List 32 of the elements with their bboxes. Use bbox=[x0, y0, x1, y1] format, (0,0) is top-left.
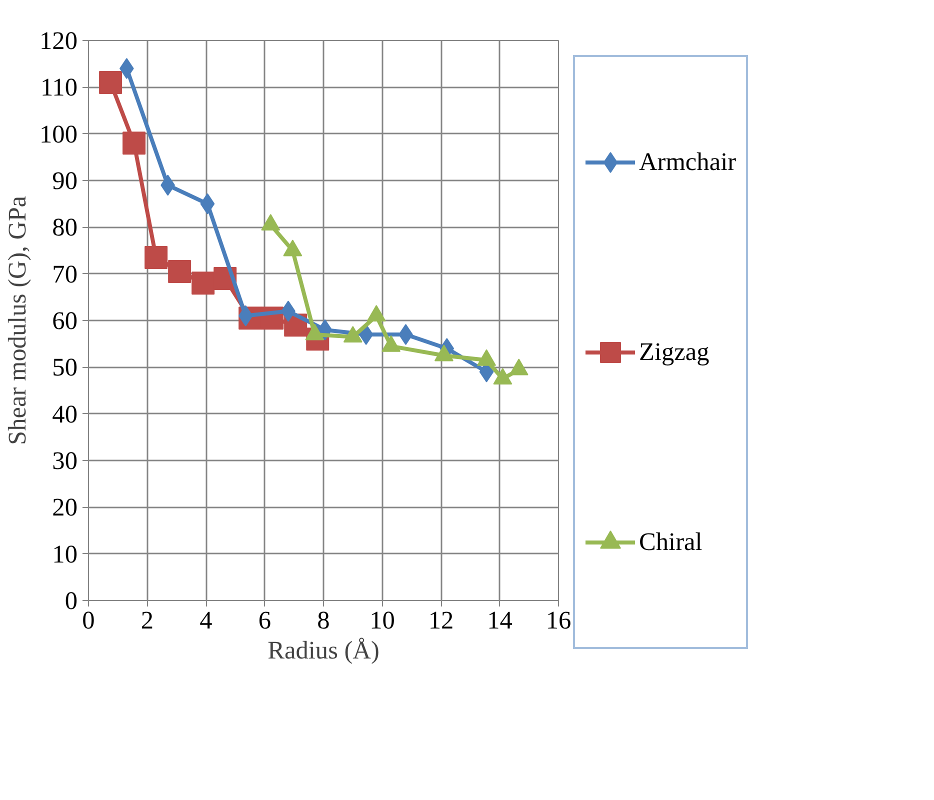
x-tick-label: 2 bbox=[140, 606, 154, 634]
y-tick-label: 10 bbox=[52, 540, 78, 568]
legend-label: Armchair bbox=[639, 146, 736, 178]
x-tick-label: 10 bbox=[370, 606, 395, 634]
point bbox=[192, 272, 215, 295]
y-tick-label: 100 bbox=[40, 120, 78, 148]
x-tick-label: 12 bbox=[428, 606, 454, 634]
y-tick-label: 30 bbox=[52, 447, 78, 475]
point bbox=[122, 132, 146, 155]
y-tick-label: 40 bbox=[52, 400, 78, 428]
x-tick-label: 8 bbox=[317, 606, 330, 634]
y-tick-label: 70 bbox=[52, 260, 78, 288]
y-tick-label: 0 bbox=[64, 587, 78, 615]
y-tick-label: 60 bbox=[52, 307, 78, 335]
x-axis-title: Radius (Å) bbox=[268, 636, 380, 664]
point bbox=[168, 260, 192, 283]
legend-label: Chiral bbox=[639, 526, 702, 558]
y-tick-label: 120 bbox=[40, 27, 78, 55]
y-axis-title: Shear modulus (G), GPa bbox=[4, 196, 32, 446]
y-tick-label: 50 bbox=[52, 354, 78, 382]
x-tick-label: 0 bbox=[82, 606, 95, 634]
x-tick-label: 16 bbox=[546, 606, 572, 634]
x-tick-label: 4 bbox=[200, 606, 213, 634]
x-tick-label: 14 bbox=[487, 606, 513, 634]
x-tick-label: 6 bbox=[258, 606, 272, 634]
point bbox=[99, 71, 122, 94]
y-tick-label: 90 bbox=[52, 167, 78, 195]
point bbox=[144, 246, 168, 269]
y-tick-label: 20 bbox=[52, 494, 78, 522]
legend-label: Zigzag bbox=[639, 336, 710, 368]
y-tick-label: 110 bbox=[40, 74, 78, 102]
y-tick-label: 80 bbox=[52, 214, 78, 242]
